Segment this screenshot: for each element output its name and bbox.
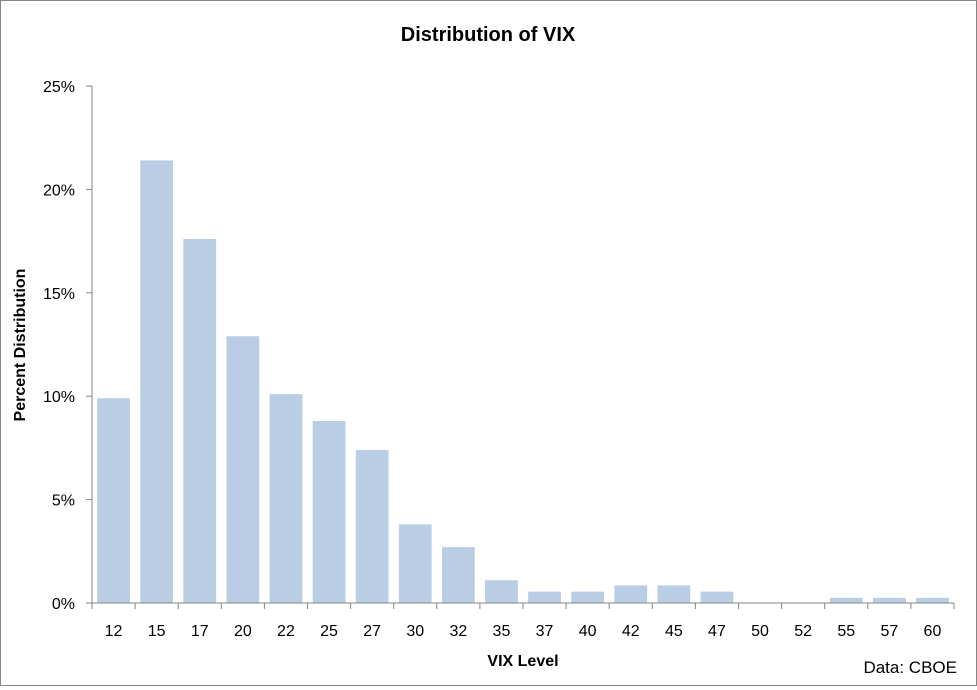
bar-37 — [528, 591, 561, 603]
y-tick-label: 0% — [52, 596, 75, 613]
x-tick-labels: 12 15 17 20 22 25 27 30 32 35 37 40 42 45 47 50 52 55 57 60 — [105, 623, 942, 640]
bar-35 — [485, 580, 518, 603]
y-tick-label: 25% — [43, 79, 75, 96]
y-tick-labels: 0% 5% 10% 15% 20% 25% — [43, 79, 75, 613]
x-tick-label: 52 — [794, 623, 812, 640]
y-tick-label: 20% — [43, 182, 75, 199]
y-tick-label: 10% — [43, 389, 75, 406]
x-tick-label: 45 — [665, 623, 683, 640]
y-tick-label: 15% — [43, 286, 75, 303]
x-tick-label: 57 — [880, 623, 898, 640]
x-tick-label: 55 — [837, 623, 855, 640]
bar-22 — [269, 394, 303, 603]
x-tick-label: 27 — [363, 623, 381, 640]
bar-30 — [398, 524, 432, 603]
x-tick-label: 17 — [191, 623, 209, 640]
x-tick-label: 12 — [105, 623, 123, 640]
x-tick-label: 60 — [924, 623, 942, 640]
bar-15 — [140, 160, 174, 603]
bars-group — [97, 160, 949, 603]
x-tick-label: 22 — [277, 623, 295, 640]
bar-45 — [657, 585, 691, 603]
bar-42 — [614, 585, 648, 603]
bar-55 — [829, 597, 863, 603]
x-tick-label: 37 — [536, 623, 554, 640]
bar-32 — [441, 547, 475, 603]
x-tick-label: 30 — [406, 623, 424, 640]
bar-60 — [916, 597, 949, 603]
x-tick-label: 42 — [622, 623, 640, 640]
y-tick-label: 5% — [52, 493, 75, 510]
x-tick-label: 25 — [320, 623, 338, 640]
x-axis-title: VIX Level — [487, 653, 558, 670]
x-tick-label: 20 — [234, 623, 252, 640]
x-tick-label: 32 — [449, 623, 467, 640]
bar-25 — [312, 421, 346, 603]
axes-group — [86, 85, 955, 609]
bar-47 — [700, 591, 734, 603]
x-tick-label: 47 — [708, 623, 726, 640]
bar-20 — [226, 336, 260, 603]
bar-57 — [872, 597, 906, 603]
x-tick-label: 35 — [493, 623, 511, 640]
chart-title: Distribution of VIX — [401, 24, 576, 46]
bar-27 — [355, 449, 389, 603]
y-axis-title: Percent Distribution — [12, 269, 29, 422]
bar-40 — [571, 591, 605, 603]
bar-17 — [183, 239, 217, 603]
bar-12 — [97, 398, 130, 603]
source-note: Data: CBOE — [863, 658, 957, 677]
x-tick-label: 50 — [751, 623, 769, 640]
x-tick-label: 40 — [579, 623, 597, 640]
x-tick-label: 15 — [148, 623, 166, 640]
